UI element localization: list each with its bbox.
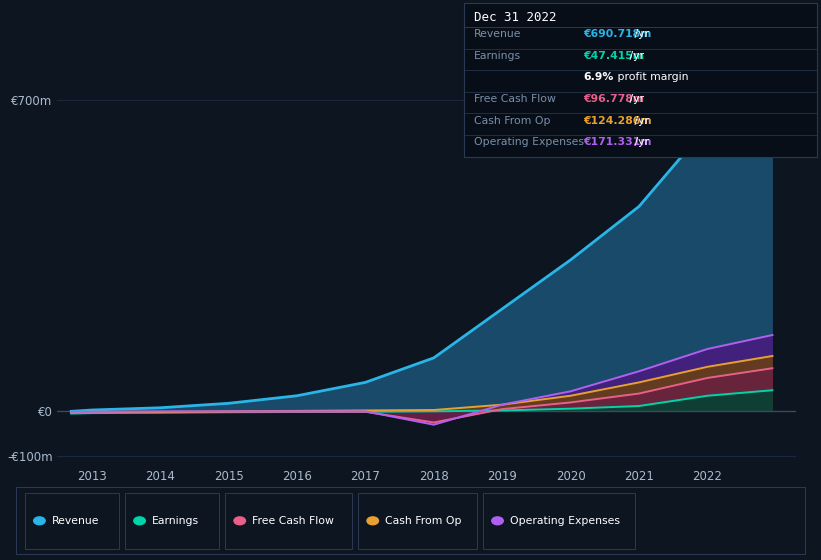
Text: €690.718m: €690.718m (583, 29, 651, 39)
Text: /yr: /yr (631, 137, 649, 147)
Text: /yr: /yr (631, 116, 649, 126)
Text: Free Cash Flow: Free Cash Flow (474, 94, 556, 104)
Text: Cash From Op: Cash From Op (474, 116, 550, 126)
Text: Revenue: Revenue (52, 516, 99, 526)
Text: Free Cash Flow: Free Cash Flow (252, 516, 334, 526)
Text: Revenue: Revenue (474, 29, 521, 39)
Text: €124.286m: €124.286m (583, 116, 652, 126)
Text: Cash From Op: Cash From Op (385, 516, 461, 526)
Text: 6.9%: 6.9% (583, 72, 613, 82)
Text: Operating Expenses: Operating Expenses (474, 137, 584, 147)
Text: /yr: /yr (626, 51, 644, 61)
Text: €171.331m: €171.331m (583, 137, 651, 147)
Text: Dec 31 2022: Dec 31 2022 (474, 11, 556, 24)
Text: €47.415m: €47.415m (583, 51, 644, 61)
Text: /yr: /yr (626, 94, 644, 104)
Text: Earnings: Earnings (474, 51, 521, 61)
Text: Earnings: Earnings (152, 516, 199, 526)
Text: /yr: /yr (631, 29, 649, 39)
Text: profit margin: profit margin (614, 72, 689, 82)
Text: Operating Expenses: Operating Expenses (510, 516, 620, 526)
Text: €96.778m: €96.778m (583, 94, 644, 104)
